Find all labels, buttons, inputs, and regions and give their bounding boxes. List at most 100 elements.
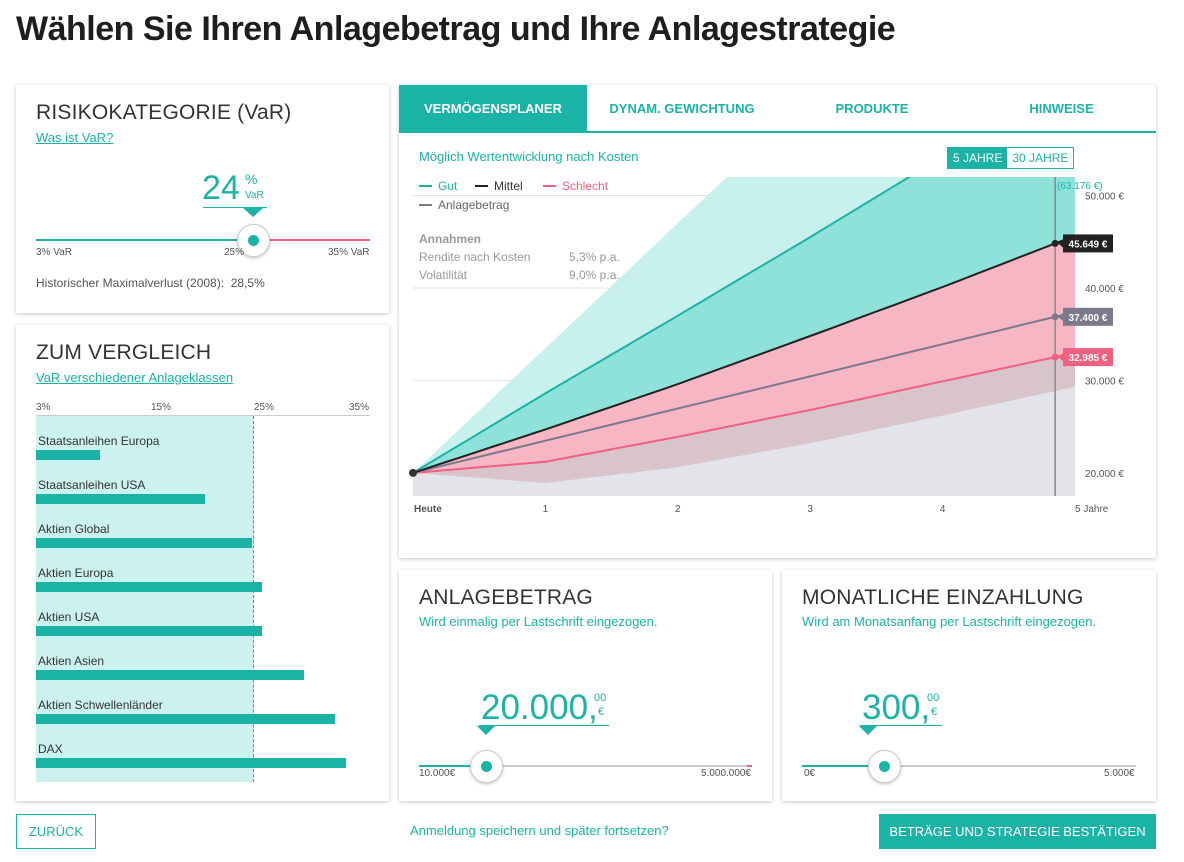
amount-slider-fill (419, 765, 470, 767)
y-tick-label: 50.000 € (1085, 191, 1124, 202)
amount-pointer-icon (477, 726, 495, 735)
chart-bands (413, 177, 1075, 496)
what-is-var-link[interactable]: Was ist VaR? (36, 130, 114, 145)
risk-slider-track-high[interactable] (254, 239, 370, 241)
y-tick-label: 40.000 € (1085, 284, 1124, 295)
range-5-years-button[interactable]: 5 JAHRE (948, 148, 1008, 168)
amount-min-label: 10.000€ (419, 768, 456, 779)
amount-underline (479, 725, 609, 726)
deposit-slider-track[interactable] (802, 765, 1136, 767)
cmp-row-bar (36, 450, 100, 460)
tab-dynamic-weighting[interactable]: DYNAM. GEWICHTUNG (609, 101, 755, 116)
amount-cents: 00 (594, 692, 607, 704)
var-asset-classes-link[interactable]: VaR verschiedener Anlageklassen (36, 370, 234, 385)
volatility-value: 9,0% p.a. (569, 268, 620, 282)
cmp-row-label: Aktien Schwellenländer (38, 698, 163, 712)
deposit-underline (860, 725, 942, 726)
wealth-chart: 20.000 € 30.000 € 40.000 € 50.000 € Heute 1 2 3… (409, 177, 1124, 515)
y-tick-label: 20.000 € (1085, 469, 1124, 480)
chart-subtitle: Möglich Wertentwicklung nach Kosten (419, 149, 639, 164)
marker-average (1051, 239, 1059, 247)
flag-invest-bg (1063, 307, 1113, 326)
deposit-slider-handle[interactable] (867, 750, 901, 783)
var-value: 24 (202, 169, 240, 207)
var-unit: VaR (245, 190, 264, 201)
deposit-cents: 00 (927, 692, 940, 704)
chart-tabs: VERMÖGENSPLANER DYNAM. GEWICHTUNG PRODUK… (399, 85, 1156, 133)
cmp-tick: 35% (349, 402, 370, 413)
cmp-axis (36, 415, 370, 416)
deposit-title: MONATLICHE EINZAHLUNG (802, 586, 1084, 609)
series-line-good (413, 177, 912, 474)
var-pointer-icon (243, 208, 263, 217)
band-average (413, 235, 1075, 473)
y-tick-label: 30.000 € (1085, 376, 1124, 387)
save-later-link[interactable]: Anmeldung speichern und später fortsetze… (410, 823, 669, 838)
x-tick-label: 5 Jahre (1075, 504, 1109, 515)
amount-subtitle: Wird einmalig per Lastschrift eingezogen… (419, 614, 658, 629)
monthly-deposit-card: MONATLICHE EINZAHLUNG Wird am Monatsanfa… (782, 570, 1156, 801)
series-line-invest (413, 311, 1075, 474)
cmp-row-label: Aktien Europa (38, 566, 114, 580)
cmp-row-bar (36, 538, 252, 548)
var-underline (203, 207, 267, 208)
deposit-min-label: 0€ (804, 768, 816, 779)
cmp-row-label: Aktien Asien (38, 654, 105, 668)
cmp-row-label: DAX (38, 742, 63, 756)
return-value: 5,3% p.a. (569, 250, 620, 264)
range-30-years-button[interactable]: 30 JAHRE (1012, 151, 1069, 165)
start-point (409, 468, 417, 477)
x-tick-label: 3 (807, 504, 813, 515)
comparison-card: ZUM VERGLEICH VaR verschiedener Anlagekl… (16, 325, 389, 801)
flag-average-pointer (1058, 239, 1063, 248)
risk-slider-track-low[interactable] (36, 239, 254, 241)
risk-max-label: 35% VaR (328, 247, 370, 258)
assumptions-title: Annahmen (419, 232, 481, 246)
historic-loss: Historischer Maximalverlust (2008): 28,5… (36, 276, 265, 290)
legend-invest: Anlagebetrag (438, 198, 509, 212)
deposit-value[interactable]: 300, (862, 688, 931, 727)
flag-bad-pointer (1058, 353, 1063, 362)
amount-max-label: 5.000.000€ (701, 768, 752, 779)
amount-slider-end (747, 765, 752, 767)
cmp-row-bar (36, 494, 205, 504)
cmp-row-bar (36, 582, 262, 592)
band-outer-low (413, 386, 1075, 496)
band-bad (413, 352, 1075, 484)
flag-average-bg (1063, 234, 1113, 253)
tab-wealth-planner[interactable]: VERMÖGENSPLANER (399, 85, 587, 133)
historic-loss-label: Historischer Maximalverlust (2008): (36, 276, 225, 290)
risk-slider-handle[interactable] (237, 224, 270, 257)
deposit-currency: € (931, 706, 938, 718)
cmp-selected-band (36, 416, 254, 782)
back-button[interactable]: ZURÜCK (16, 814, 96, 849)
amount-slider-track[interactable] (419, 765, 752, 767)
legend-average: Mittel (494, 179, 523, 193)
x-tick-label: 1 (543, 504, 549, 515)
tab-products[interactable]: PRODUKTE (835, 101, 909, 116)
cmp-row-bar (36, 626, 262, 636)
x-tick-label: 4 (940, 504, 946, 515)
cmp-row-bar (36, 670, 304, 680)
flag-bad: 32.985 € (1069, 353, 1108, 364)
investment-amount-card: ANLAGEBETRAG Wird einmalig per Lastschri… (399, 570, 772, 801)
cmp-row-label: Staatsanleihen Europa (38, 434, 160, 448)
risk-title: RISIKOKATEGORIE (VaR) (36, 101, 292, 124)
cmp-tick: 25% (254, 402, 275, 413)
risk-category-card: RISIKOKATEGORIE (VaR) Was ist VaR? 24 % … (16, 85, 389, 313)
flag-good: (63.176 €) (1057, 181, 1103, 192)
tab-notes[interactable]: HINWEISE (1029, 101, 1094, 116)
series-line-bad (413, 351, 1075, 474)
amount-slider-handle[interactable] (470, 750, 503, 783)
range-toggle: 5 JAHRE 30 JAHRE (947, 147, 1075, 169)
var-percent-unit: % (245, 171, 258, 187)
amount-value[interactable]: 20.000, (481, 688, 598, 727)
deposit-subtitle: Wird am Monatsanfang per Lastschrift ein… (802, 614, 1097, 629)
legend-bad: Schlecht (562, 179, 609, 193)
comparison-title: ZUM VERGLEICH (36, 341, 212, 364)
flag-invest-pointer (1058, 312, 1063, 321)
confirm-button[interactable]: BETRÄGE UND STRATEGIE BESTÄTIGEN (879, 814, 1156, 849)
marker-bad (1051, 353, 1059, 361)
risk-min-label: 3% VaR (36, 247, 72, 258)
cmp-row-label: Aktien Global (38, 522, 110, 536)
